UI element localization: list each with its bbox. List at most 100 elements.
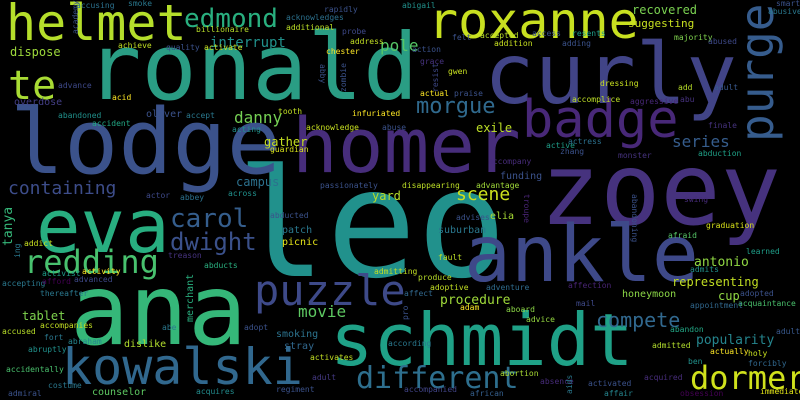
word-billionaire: billionaire xyxy=(196,25,249,34)
word-add: add xyxy=(678,83,693,92)
word-grace: grace xyxy=(420,57,445,66)
word-abandoned: abandoned xyxy=(58,111,102,120)
word-advises: advises xyxy=(456,213,490,222)
word-tablet: tablet xyxy=(22,309,66,323)
word-acting: acting xyxy=(232,125,261,134)
word-procedure: procedure xyxy=(440,293,511,308)
word-holy: holy xyxy=(748,349,768,358)
word-abby: abby xyxy=(318,64,327,84)
word-disappearing: disappearing xyxy=(402,181,460,190)
word-adventure: adventure xyxy=(486,283,530,292)
word-accused: accused xyxy=(2,327,36,336)
word-affection: affection xyxy=(568,281,612,290)
word-pro: pro xyxy=(401,305,410,320)
word-tooth: tooth xyxy=(278,107,303,116)
word-ronald: ronald xyxy=(86,14,419,121)
word-actress: actress xyxy=(568,137,602,146)
word-abused: abused xyxy=(708,37,737,46)
word-adult-3: adult xyxy=(776,327,800,336)
word-troupe: troupe xyxy=(522,194,531,223)
word-overdose: overdose xyxy=(14,97,63,108)
word-ankle: ankle xyxy=(464,210,699,300)
word-activist: activist xyxy=(42,269,81,278)
word-series: series xyxy=(672,132,730,151)
word-abu: abu xyxy=(680,95,695,104)
word-advantage: advantage xyxy=(476,181,520,190)
word-achieve: achieve xyxy=(118,41,152,50)
word-purge: purge xyxy=(730,3,784,142)
word-popularity: popularity xyxy=(696,333,775,348)
word-action: action xyxy=(412,45,441,54)
word-redding: redding xyxy=(24,243,159,281)
word-accompanied: accompanied xyxy=(404,385,457,394)
word-aids: aids xyxy=(565,374,574,394)
word-cup: cup xyxy=(718,289,740,303)
word-aboard: aboard xyxy=(506,305,535,314)
word-counselor: counselor xyxy=(92,387,147,398)
word-praise: praise xyxy=(454,89,483,98)
word-majority: majority xyxy=(674,33,713,42)
word-merchant: merchant xyxy=(185,273,196,322)
word-smart: smart xyxy=(776,0,800,8)
word-ana: ana xyxy=(70,254,248,368)
word-immediate: immediate xyxy=(760,387,800,396)
word-accomplice: accomplice xyxy=(572,95,621,104)
word-smoking: smoking xyxy=(276,329,319,340)
word-acquaintance: acquaintance xyxy=(738,299,796,308)
word-addition: addition xyxy=(494,39,533,48)
word-badge: badge xyxy=(522,90,679,150)
word-fault: fault xyxy=(438,253,463,262)
word-adult-2: adult xyxy=(312,373,337,382)
word-accept: accept xyxy=(186,111,215,120)
word-abraham: abraham xyxy=(68,337,102,346)
word-mail: mail xyxy=(576,299,596,308)
word-accepting: accepting xyxy=(2,279,46,288)
word-exile: exile xyxy=(476,121,513,135)
word-acquired: acquired xyxy=(644,373,683,382)
word-containing: containing xyxy=(8,178,117,199)
word-gwen: gwen xyxy=(448,67,468,76)
word-according: according xyxy=(388,339,432,348)
word-passionately: passionately xyxy=(320,181,378,190)
word-acknowledges: acknowledges xyxy=(286,13,344,22)
word-costume: costume xyxy=(48,381,82,390)
word-resist: resist xyxy=(431,63,440,92)
word-accident: accident xyxy=(92,119,131,128)
word-patch: patch xyxy=(282,225,313,236)
word-leo: leo xyxy=(236,138,507,312)
word-adoptive: adoptive xyxy=(430,283,469,292)
word-abduction: abduction xyxy=(698,149,742,158)
word-abducts: abducts xyxy=(204,261,238,270)
word-zoey: zoey xyxy=(540,131,781,248)
word-appointment: appointment xyxy=(690,301,743,310)
word-access: access xyxy=(532,29,561,38)
word-abducted: abducted xyxy=(270,211,309,220)
word-adopt: adopt xyxy=(244,323,269,332)
word-swing: swing xyxy=(684,195,709,204)
word-graduation: graduation xyxy=(706,221,755,230)
word-activated: activated xyxy=(588,379,632,388)
word-abbey: abbey xyxy=(180,193,205,202)
word-danny: danny xyxy=(234,108,283,127)
word-across: across xyxy=(228,189,257,198)
word-admitted: admitted xyxy=(652,341,691,350)
word-recovered: recovered xyxy=(632,3,698,17)
word-adult: adult xyxy=(714,83,739,92)
word-produce: produce xyxy=(418,273,452,282)
word-elia: elia xyxy=(490,211,515,222)
word-antonio: antonio xyxy=(694,255,749,270)
word-actual: actual xyxy=(420,89,449,98)
word-accusing: accusing xyxy=(76,1,115,10)
word-admits: admits xyxy=(690,265,719,274)
word-representing: representing xyxy=(672,275,759,289)
word-forcibly: forcibly xyxy=(748,359,787,368)
word-advice: advice xyxy=(526,315,555,324)
word-gather: gather xyxy=(264,135,308,149)
word-abortion: abortion xyxy=(500,369,539,378)
word-admiral: admiral xyxy=(8,389,42,398)
word-suburban: suburban xyxy=(438,225,487,236)
word-chester: chester xyxy=(326,47,360,56)
word-adam: adam xyxy=(460,303,480,312)
word-activate: activate xyxy=(204,43,243,52)
